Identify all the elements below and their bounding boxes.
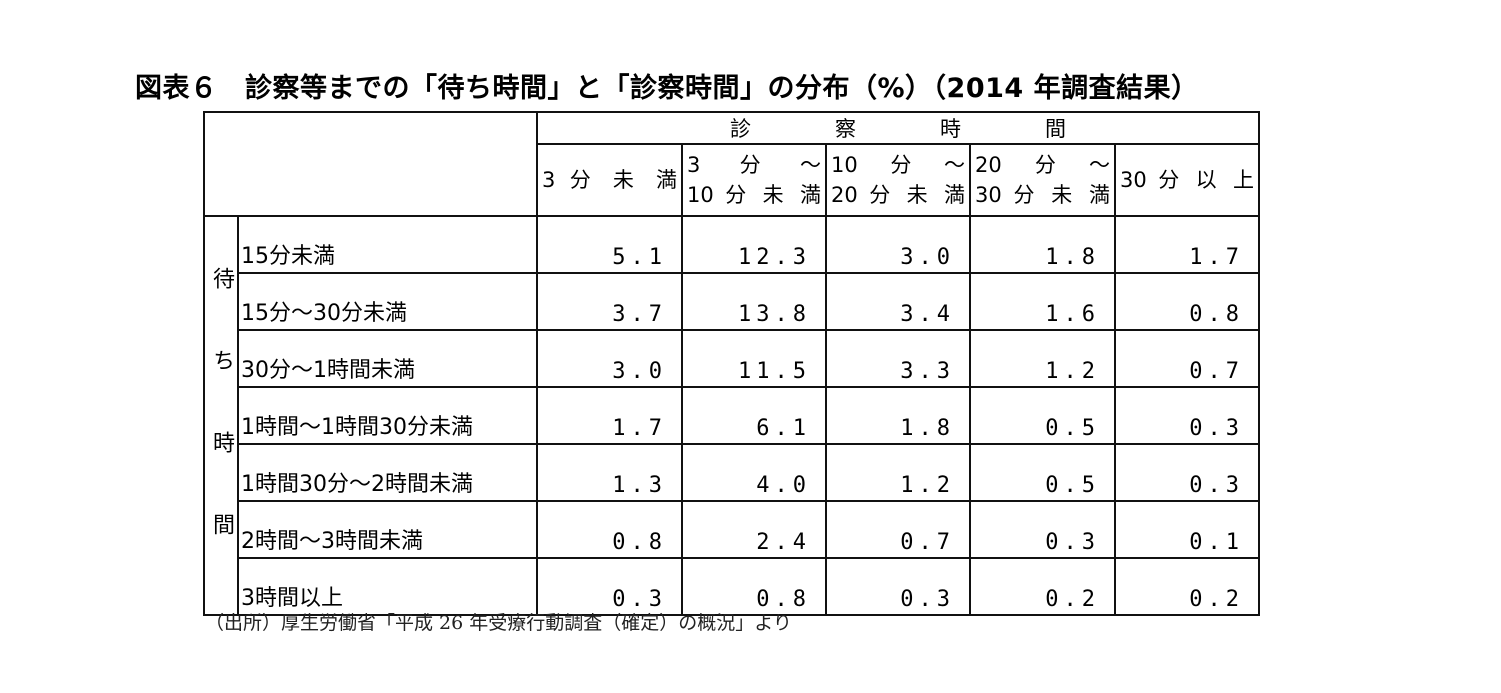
cell-value: 11.5 (681, 329, 827, 388)
cell-value: 1.3 (536, 443, 683, 502)
column-header: 3 分 未 満 (536, 143, 683, 217)
cell-value: 4.0 (681, 443, 827, 502)
cell-value: 0.2 (1114, 557, 1260, 616)
cell-value: 12.3 (681, 215, 827, 274)
column-header-line: 30 分 以 上 (1120, 168, 1254, 192)
cell-value: 3.3 (825, 329, 971, 388)
column-header-line: 20 分 未 満 (831, 183, 965, 207)
cell-value: 1.2 (969, 329, 1116, 388)
column-header-line: 20 分 ～ (975, 153, 1110, 177)
cell-value: 13.8 (681, 272, 827, 331)
cell-value: 3.0 (825, 215, 971, 274)
data-row: 1時間～1時間30分未満 1.7 6.1 1.8 0.5 0.3 (204, 386, 1260, 445)
row-label: 1時間～1時間30分未満 (237, 386, 538, 445)
row-label: 15分未満 (237, 215, 538, 274)
cell-value: 0.3 (969, 500, 1116, 559)
cell-value: 3.4 (825, 272, 971, 331)
column-header-line: 30 分 未 満 (975, 183, 1110, 207)
cell-value: 1.8 (969, 215, 1116, 274)
cell-value: 0.5 (969, 386, 1116, 445)
cell-value: 1.6 (969, 272, 1116, 331)
cell-value: 6.1 (681, 386, 827, 445)
cell-value: 3.7 (536, 272, 683, 331)
column-group: 診 察 時 間 (536, 111, 1260, 145)
row-label: 3時間以上 (237, 557, 538, 616)
row-group: 待ち時間 (203, 215, 239, 616)
data-row: 3時間以上 0.3 0.8 0.3 0.2 0.2 (204, 557, 1260, 616)
source-note: （出所）厚生労働省「平成 26 年受療行動調査（確定）の概況」より (205, 612, 792, 634)
title: 図表６ 診察等までの「待ち時間」と「診察時間」の分布（%）（2014 年調査結果… (135, 73, 1199, 104)
header-row: 診 察 時 間 (203, 111, 1260, 217)
cell-value: 0.8 (681, 557, 827, 616)
cell-value: 0.3 (1114, 386, 1260, 445)
row-label: 30分～1時間未満 (237, 329, 538, 388)
cell-value: 1.7 (1114, 215, 1260, 274)
column-header-line: 10 分 ～ (831, 153, 965, 177)
cell-value: 2.4 (681, 500, 827, 559)
cell-value: 0.7 (1114, 329, 1260, 388)
column-header: 30 分 以 上 (1114, 143, 1260, 217)
column-header: 10 分 ～ 20 分 未 満 (825, 143, 971, 217)
table-body: 診 察 時 間 3 分 未 満 3 分 ～ 10 分 未 満 10 分 ～ 20 分 未… (203, 111, 1260, 616)
cell-value: 1.7 (536, 386, 683, 445)
cell-value: 0.3 (1114, 443, 1260, 502)
cell-value: 0.2 (969, 557, 1116, 616)
row-label: 15分～30分未満 (237, 272, 538, 331)
column-header-line: 10 分 未 満 (687, 183, 821, 207)
cell-value: 3.0 (536, 329, 683, 388)
column-header: 3 分 ～ 10 分 未 満 (681, 143, 827, 217)
column-header: 20 分 ～ 30 分 未 満 (969, 143, 1116, 217)
data-row: 15分～30分未満 3.7 13.8 3.4 1.6 0.8 (204, 272, 1260, 331)
cell-value: 1.8 (825, 386, 971, 445)
corner-cell (203, 111, 538, 217)
column-header-line: 3 分 ～ (687, 153, 821, 177)
row-label: 2時間～3時間未満 (237, 500, 538, 559)
data-row: 待ち時間 15分未満 5.1 12.3 3.0 1.8 1.7 (203, 215, 1260, 616)
cell-value: 0.8 (536, 500, 683, 559)
cell-value: 0.3 (825, 557, 971, 616)
cell-value: 0.8 (1114, 272, 1260, 331)
table: 診 察 時 間 3 分 未 満 3 分 ～ 10 分 未 満 10 分 ～ 20 分 未… (203, 111, 1260, 616)
column-header-line: 3 分 未 満 (542, 168, 677, 192)
row-label: 1時間30分～2時間未満 (237, 443, 538, 502)
cell-value: 0.3 (536, 557, 683, 616)
cell-value: 0.1 (1114, 500, 1260, 559)
cell-value: 5.1 (536, 215, 683, 274)
data-row: 2時間～3時間未満 0.8 2.4 0.7 0.3 0.1 (204, 500, 1260, 559)
data-row: 1時間30分～2時間未満 1.3 4.0 1.2 0.5 0.3 (204, 443, 1260, 502)
data-row: 30分～1時間未満 3.0 11.5 3.3 1.2 0.7 (204, 329, 1260, 388)
cell-value: 0.7 (825, 500, 971, 559)
cell-value: 0.5 (969, 443, 1116, 502)
cell-value: 1.2 (825, 443, 971, 502)
